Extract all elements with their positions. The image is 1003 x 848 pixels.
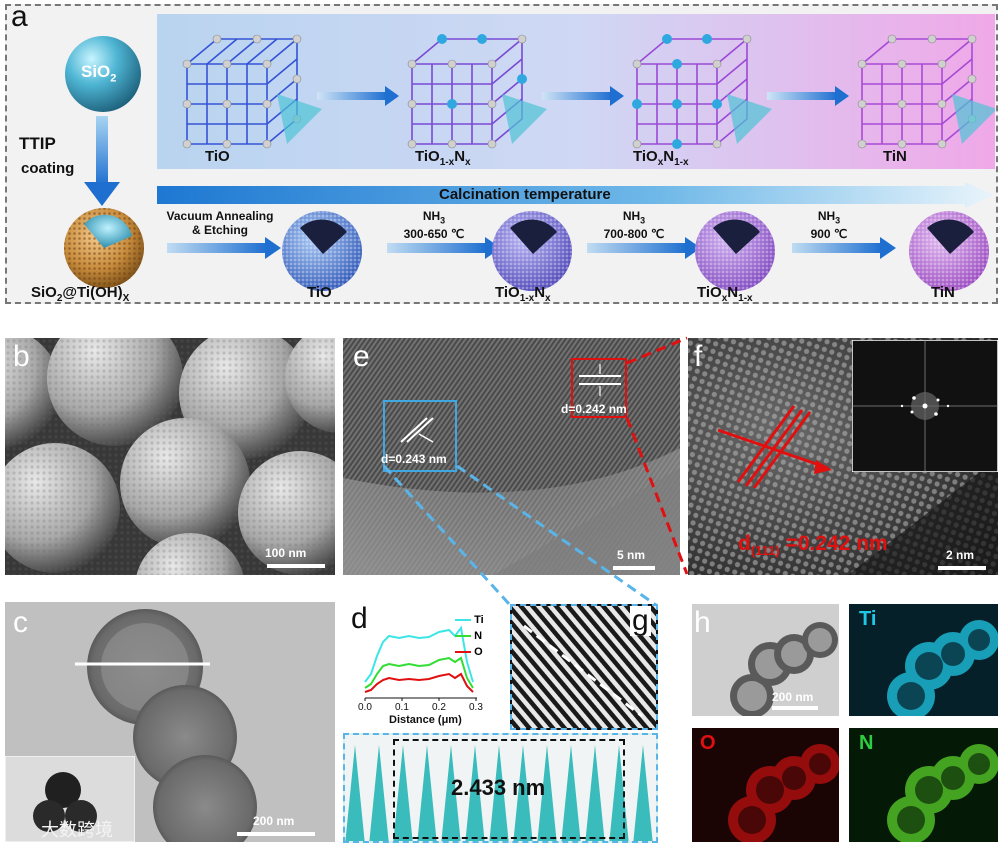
sio2-sphere: SiO2 — [65, 36, 141, 112]
watermark: 大数跨境 — [41, 820, 113, 841]
blue-fringe-marker — [400, 417, 434, 443]
panel-e-scalebar — [613, 566, 655, 570]
core-shell-sphere — [64, 208, 144, 288]
sio2-sub: 2 — [110, 72, 117, 85]
x-axis-label: Distance (μm) — [389, 714, 462, 726]
arrow2-label: NH3 300-650 ℃ — [403, 209, 465, 242]
top-species-3: TiOxN1-x — [633, 148, 689, 168]
tick-3: 0.3 — [469, 702, 483, 713]
eds-tem-image — [692, 604, 839, 716]
panel-d: d 0.0 0.1 0.2 0.3 Distance (μm) Ti N O — [345, 602, 505, 730]
panel-h-o-map: O — [692, 728, 839, 842]
panel-g: g — [510, 604, 658, 730]
sem-spheres — [5, 338, 335, 575]
panel-e-scale-label: 5 nm — [617, 548, 646, 562]
panel-e-letter: e — [353, 340, 370, 373]
d2-label: d=0.242 nm — [561, 402, 627, 416]
coating-label: coating — [21, 160, 75, 177]
bottom-species-4: TiN — [931, 284, 955, 301]
panel-d-letter: d — [351, 602, 368, 635]
bottom-species-3: TiOxN1-x — [697, 284, 753, 304]
ttip-label: TTIP — [19, 134, 56, 153]
n-map-image — [887, 744, 998, 842]
legend-ti: Ti — [455, 612, 484, 628]
panel-c-scale-label: 200 nm — [253, 814, 295, 828]
top-species-1: TiO — [205, 148, 230, 165]
eds-line-profile — [364, 625, 477, 701]
panel-b-scale-label: 100 nm — [265, 546, 307, 560]
bottom-species-2: TiO1-xNx — [495, 284, 551, 304]
fft-inset — [852, 340, 998, 472]
panel-b-letter: b — [13, 340, 30, 373]
down-arrow-icon — [84, 116, 120, 206]
red-roi-box — [571, 358, 627, 418]
tick-2: 0.2 — [432, 702, 446, 713]
panel-c: c 大数跨境 200 nm — [5, 602, 335, 842]
n-map-label: N — [859, 732, 874, 754]
panel-c-letter: c — [13, 606, 28, 639]
o-map-label: O — [700, 732, 716, 754]
panel-a: a SiO2 TTIP coating SiO2@Ti(OH)X — [5, 0, 998, 304]
tem-image — [5, 602, 335, 842]
core-shell-label: SiO2@Ti(OH)X — [31, 284, 130, 304]
connector-lines — [382, 336, 689, 607]
lattice-cubes — [182, 34, 995, 149]
panel-h-scale-label: 200 nm — [772, 690, 814, 704]
panel-f: f d(111) =0.242 nm 2 nm — [688, 338, 998, 575]
panel-a-letter: a — [11, 0, 28, 33]
panel-h-ti-map: Ti — [849, 604, 998, 716]
panel-h-letter: h — [694, 606, 711, 639]
legend-n: N — [455, 628, 484, 644]
hollow-spheres — [282, 211, 989, 291]
o-map-image — [728, 744, 839, 842]
panel-b: b 100 nm — [5, 338, 335, 575]
arrow1-label: Vacuum Annealing & Etching — [166, 209, 274, 237]
tick-0: 0.0 — [358, 702, 372, 713]
panel-f-scalebar — [938, 566, 986, 570]
profile-box: 2.433 nm — [343, 733, 658, 843]
calcination-label: Calcination temperature — [439, 186, 611, 203]
ti-map-image — [887, 620, 998, 716]
sio2-label: SiO — [81, 62, 111, 81]
d111-label: d(111) =0.242 nm — [738, 532, 888, 559]
ti-map-label: Ti — [859, 608, 877, 630]
arrow3-label: NH3 700-800 ℃ — [603, 209, 665, 242]
legend-o: O — [455, 644, 484, 660]
arrow4-label: NH3 900 ℃ — [810, 209, 848, 242]
top-species-4: TiN — [883, 148, 907, 165]
calcination-arrow-icon — [157, 182, 993, 208]
spacing-label: 2.433 nm — [451, 775, 546, 800]
panel-g-letter: g — [630, 604, 651, 637]
panel-f-scale-label: 2 nm — [946, 548, 975, 562]
spacing-box — [393, 739, 625, 839]
panel-h-scalebar — [772, 706, 818, 710]
red-fringe-marker — [579, 364, 621, 396]
blue-roi-box — [383, 400, 457, 472]
panel-h-n-map: N — [849, 728, 998, 842]
panel-c-scalebar — [237, 832, 315, 836]
fringe-spacing-marker — [718, 405, 832, 488]
panel-e: e d=0.243 nm d=0.242 nm 5 nm — [343, 338, 680, 575]
top-species-2: TiO1-xNx — [415, 148, 471, 168]
legend: Ti N O — [455, 612, 484, 660]
panel-f-letter: f — [694, 340, 703, 373]
tick-1: 0.1 — [395, 702, 409, 713]
bottom-species-1: TiO — [307, 284, 332, 301]
tem-inset — [5, 756, 135, 842]
panel-b-scalebar — [267, 564, 325, 568]
d1-label: d=0.243 nm — [381, 452, 447, 466]
panel-h-tem: h 200 nm — [692, 604, 839, 716]
